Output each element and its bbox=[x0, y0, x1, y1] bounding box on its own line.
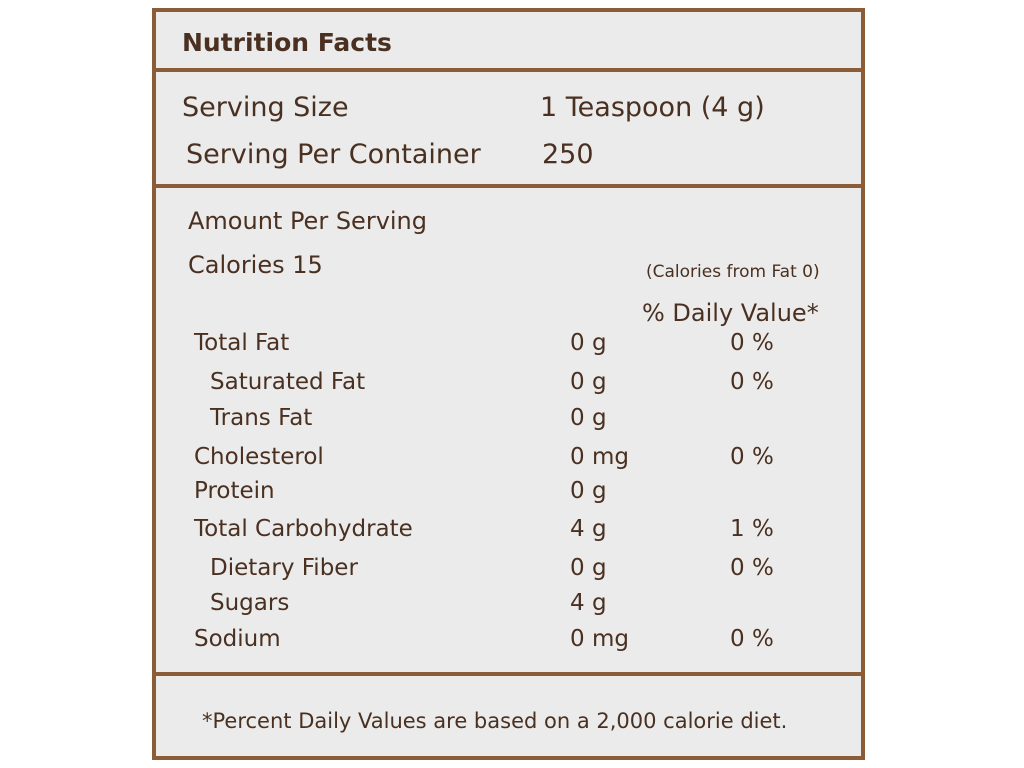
servings-per-container-value: 250 bbox=[542, 139, 594, 170]
nutrition-facts-label: Nutrition Facts Serving Size 1 Teaspoon … bbox=[152, 8, 865, 760]
nutrient-row: Saturated Fat 0 g 0 % bbox=[156, 369, 861, 405]
nutrient-amount: 0 mg bbox=[570, 444, 629, 470]
nutrient-name: Total Carbohydrate bbox=[194, 516, 413, 542]
nutrient-row: Total Fat 0 g 0 % bbox=[156, 330, 861, 366]
serving-size-value: 1 Teaspoon (4 g) bbox=[540, 92, 765, 123]
nutrient-amount: 0 g bbox=[570, 330, 607, 356]
nutrient-row: Total Carbohydrate 4 g 1 % bbox=[156, 516, 861, 552]
calories: Calories 15 bbox=[188, 251, 323, 279]
footnote: *Percent Daily Values are based on a 2,0… bbox=[202, 709, 788, 733]
divider bbox=[156, 184, 861, 188]
nutrient-name: Trans Fat bbox=[210, 405, 313, 431]
nutrient-name: Total Fat bbox=[194, 330, 290, 356]
calories-from-fat: (Calories from Fat 0) bbox=[646, 262, 820, 282]
nutrient-row: Dietary Fiber 0 g 0 % bbox=[156, 555, 861, 591]
nutrient-amount: 0 g bbox=[570, 369, 607, 395]
serving-size-label: Serving Size bbox=[182, 92, 349, 123]
nutrient-name: Saturated Fat bbox=[210, 369, 366, 395]
nutrient-daily-value: 0 % bbox=[730, 555, 774, 581]
nutrient-amount: 0 g bbox=[570, 478, 607, 504]
divider bbox=[156, 68, 861, 72]
nutrient-name: Cholesterol bbox=[194, 444, 324, 470]
nutrient-row: Sodium 0 mg 0 % bbox=[156, 626, 861, 662]
servings-per-container-label: Serving Per Container bbox=[186, 139, 481, 170]
nutrient-daily-value: 0 % bbox=[730, 626, 774, 652]
label-title: Nutrition Facts bbox=[182, 28, 392, 57]
nutrient-row: Sugars 4 g bbox=[156, 590, 861, 626]
amount-per-serving: Amount Per Serving bbox=[188, 207, 428, 235]
nutrient-row: Cholesterol 0 mg 0 % bbox=[156, 444, 861, 480]
nutrient-name: Sugars bbox=[210, 590, 290, 616]
nutrient-amount: 4 g bbox=[570, 590, 607, 616]
nutrient-name: Sodium bbox=[194, 626, 281, 652]
nutrient-amount: 4 g bbox=[570, 516, 607, 542]
nutrient-row: Protein 0 g bbox=[156, 478, 861, 514]
nutrient-daily-value: 0 % bbox=[730, 369, 774, 395]
nutrient-amount: 0 mg bbox=[570, 626, 629, 652]
nutrient-amount: 0 g bbox=[570, 555, 607, 581]
nutrient-daily-value: 1 % bbox=[730, 516, 774, 542]
nutrient-daily-value: 0 % bbox=[730, 444, 774, 470]
nutrient-name: Dietary Fiber bbox=[210, 555, 358, 581]
nutrient-name: Protein bbox=[194, 478, 275, 504]
daily-value-header: % Daily Value* bbox=[642, 299, 819, 327]
nutrient-daily-value: 0 % bbox=[730, 330, 774, 356]
divider bbox=[156, 672, 861, 676]
nutrient-row: Trans Fat 0 g bbox=[156, 405, 861, 441]
nutrient-amount: 0 g bbox=[570, 405, 607, 431]
